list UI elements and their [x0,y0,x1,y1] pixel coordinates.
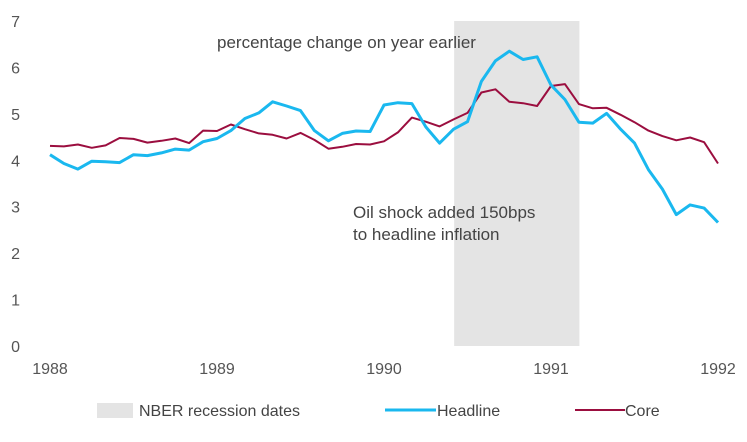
x-tick-label: 1991 [533,361,569,378]
y-tick-label: 1 [11,293,20,310]
oil-shock-annotation-line2: to headline inflation [353,225,500,244]
legend: NBER recession dates Headline Core [97,403,660,420]
x-tick-label: 1990 [366,361,402,378]
y-tick-label: 5 [11,107,20,124]
recession-band [454,21,580,346]
y-axis: 0 1 2 3 4 5 6 7 [11,14,20,356]
legend-core-label: Core [625,403,660,420]
series-headline-line [49,49,720,224]
x-axis: 1988 1989 1990 1991 1992 [32,361,736,378]
x-tick-label: 1989 [199,361,235,378]
y-tick-label: 2 [11,246,20,263]
x-tick-label: 1992 [700,361,736,378]
y-tick-label: 3 [11,200,20,217]
legend-recession-label: NBER recession dates [139,403,300,420]
y-tick-label: 7 [11,14,20,31]
y-tick-label: 0 [11,339,20,356]
y-tick-label: 6 [11,60,20,77]
chart-subtitle-annotation: percentage change on year earlier [217,33,476,52]
legend-headline-label: Headline [437,403,500,420]
series-core-line [49,83,719,165]
legend-recession-swatch [97,403,133,418]
x-tick-label: 1988 [32,361,68,378]
y-tick-label: 4 [11,153,20,170]
oil-shock-annotation-line1: Oil shock added 150bps [353,203,535,222]
